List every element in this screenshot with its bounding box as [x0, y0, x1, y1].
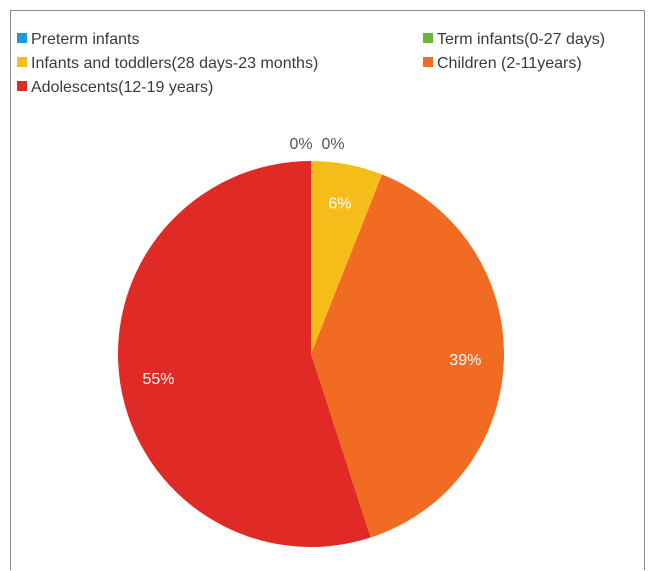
data-label-adolescents: 55% — [142, 371, 174, 388]
legend-item-preterm-infants: Preterm infants — [17, 31, 139, 49]
data-label-term-infants: 0% — [321, 136, 344, 153]
pie-slice-infants-toddlers — [311, 161, 383, 354]
data-label-infants-toddlers: 6% — [328, 195, 351, 212]
legend-swatch — [423, 33, 433, 43]
pie-slice-children — [311, 174, 504, 538]
legend-label: Adolescents(12-19 years) — [31, 79, 214, 96]
legend-label: Infants and toddlers(28 days-23 months) — [31, 55, 319, 72]
legend-label: Term infants(0-27 days) — [437, 31, 606, 48]
legend-swatch — [17, 57, 27, 67]
legend-swatch — [17, 81, 27, 91]
legend-label: Children (2-11years) — [437, 55, 582, 72]
legend: Preterm infants Term infants(0-27 days) … — [11, 11, 646, 101]
legend-swatch — [423, 57, 433, 67]
pie-slice-adolescents — [117, 161, 371, 547]
legend-item-adolescents: Adolescents(12-19 years) — [17, 79, 213, 97]
data-label-preterm-infants: 0% — [289, 136, 312, 153]
legend-item-term-infants: Term infants(0-27 days) — [423, 31, 605, 49]
data-label-children: 39% — [449, 352, 481, 369]
chart-frame: Preterm infants Term infants(0-27 days) … — [10, 10, 645, 570]
legend-label: Preterm infants — [31, 31, 140, 48]
legend-swatch — [17, 33, 27, 43]
legend-item-children: Children (2-11years) — [423, 55, 582, 73]
pie-chart: 0% 0% 6% 39% 55% — [117, 136, 504, 547]
legend-item-infants-toddlers: Infants and toddlers(28 days-23 months) — [17, 55, 318, 73]
